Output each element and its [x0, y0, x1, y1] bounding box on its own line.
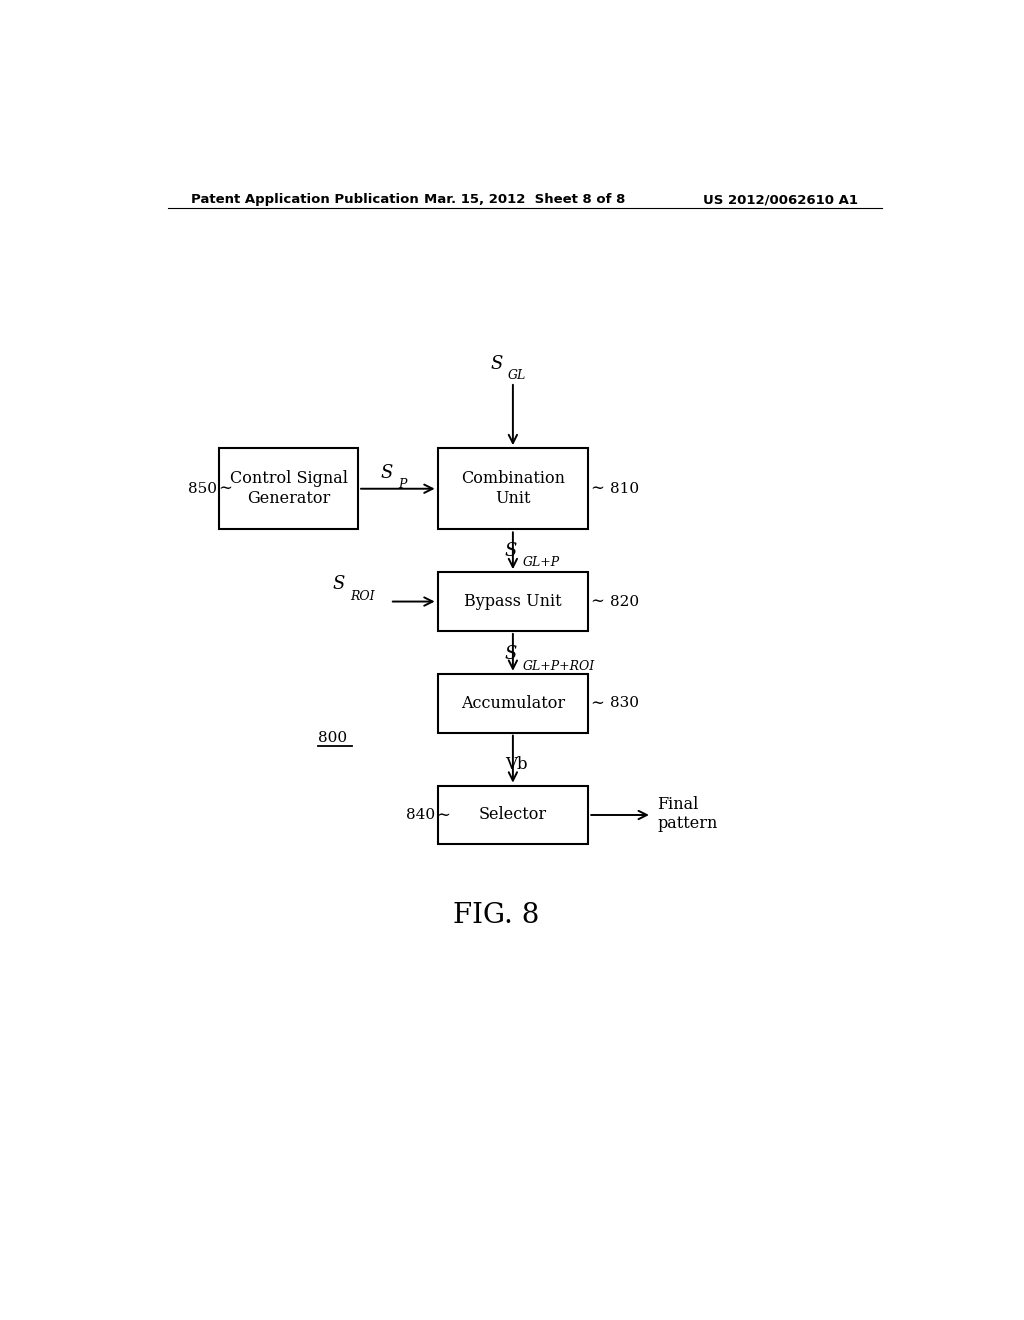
Text: US 2012/0062610 A1: US 2012/0062610 A1: [703, 193, 858, 206]
Text: S: S: [333, 576, 345, 594]
Text: 810: 810: [609, 482, 639, 496]
Text: Mar. 15, 2012  Sheet 8 of 8: Mar. 15, 2012 Sheet 8 of 8: [424, 193, 626, 206]
Text: ∼: ∼: [590, 480, 604, 498]
Text: ∼: ∼: [590, 694, 604, 711]
Text: 800: 800: [318, 731, 347, 744]
Text: pattern: pattern: [657, 814, 718, 832]
Text: Final: Final: [657, 796, 698, 813]
Bar: [437, 673, 588, 733]
Text: 820: 820: [609, 594, 639, 609]
Text: ∼: ∼: [436, 807, 451, 824]
Bar: [437, 447, 588, 529]
Text: GL+P+ROI: GL+P+ROI: [522, 660, 595, 673]
Text: 840: 840: [406, 808, 435, 822]
Text: S: S: [380, 463, 393, 482]
Bar: [437, 572, 588, 631]
Text: Control Signal
Generator: Control Signal Generator: [229, 470, 348, 507]
Text: GL: GL: [508, 370, 526, 381]
Text: Vb: Vb: [505, 756, 527, 774]
Text: Bypass Unit: Bypass Unit: [464, 593, 562, 610]
Text: Patent Application Publication: Patent Application Publication: [191, 193, 419, 206]
Bar: [219, 447, 358, 529]
Text: 830: 830: [609, 696, 639, 710]
Text: ∼: ∼: [218, 480, 232, 498]
Text: P: P: [397, 478, 407, 491]
Text: GL+P: GL+P: [522, 556, 559, 569]
Text: ROI: ROI: [350, 590, 375, 602]
Bar: [437, 785, 588, 845]
Text: 850: 850: [187, 482, 217, 496]
Text: S: S: [490, 355, 503, 372]
Text: Selector: Selector: [479, 807, 547, 824]
Text: Combination
Unit: Combination Unit: [461, 470, 565, 507]
Text: S: S: [505, 645, 517, 664]
Text: S: S: [505, 541, 517, 560]
Text: Accumulator: Accumulator: [461, 694, 565, 711]
Text: ∼: ∼: [590, 593, 604, 610]
Text: FIG. 8: FIG. 8: [454, 902, 540, 929]
